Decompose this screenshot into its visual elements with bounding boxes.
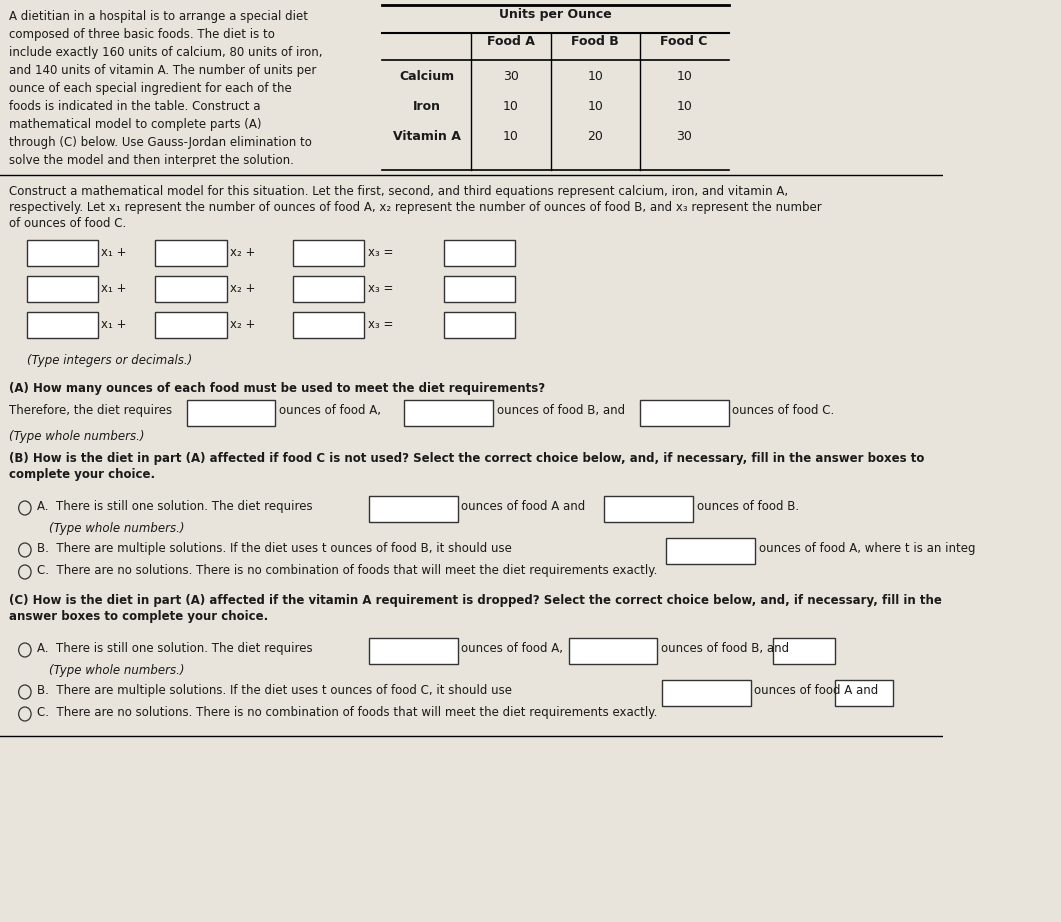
Text: ounces of food B, and: ounces of food B, and: [497, 404, 625, 417]
Text: Iron: Iron: [413, 100, 440, 113]
Text: x₃ =: x₃ =: [368, 282, 394, 295]
Bar: [445, 240, 516, 266]
Text: ounces of food B.: ounces of food B.: [697, 500, 799, 513]
Text: x₃ =: x₃ =: [368, 318, 394, 331]
Text: Therefore, the diet requires: Therefore, the diet requires: [8, 404, 172, 417]
Text: (A) How many ounces of each food must be used to meet the diet requirements?: (A) How many ounces of each food must be…: [8, 382, 545, 395]
Bar: [156, 312, 227, 338]
Bar: [156, 240, 227, 266]
Text: Food C: Food C: [660, 35, 708, 48]
Text: 10: 10: [588, 70, 604, 83]
Text: and 140 units of vitamin A. The number of units per: and 140 units of vitamin A. The number o…: [8, 64, 316, 77]
Text: x₂ +: x₂ +: [230, 246, 256, 259]
Bar: [604, 496, 693, 522]
Text: A.  There is still one solution. The diet requires: A. There is still one solution. The diet…: [37, 642, 313, 655]
Bar: [293, 276, 364, 302]
Text: C.  There are no solutions. There is no combination of foods that will meet the : C. There are no solutions. There is no c…: [37, 564, 658, 577]
Text: ounce of each special ingredient for each of the: ounce of each special ingredient for eac…: [8, 82, 292, 95]
Text: Vitamin A: Vitamin A: [393, 130, 460, 143]
Text: x₂ +: x₂ +: [230, 282, 256, 295]
Bar: [156, 276, 227, 302]
Text: (Type whole numbers.): (Type whole numbers.): [49, 664, 185, 677]
Bar: [369, 638, 457, 664]
Text: (B) How is the diet in part (A) affected if food C is not used? Select the corre: (B) How is the diet in part (A) affected…: [8, 452, 924, 465]
Text: 10: 10: [503, 130, 519, 143]
Text: 20: 20: [588, 130, 604, 143]
Bar: [293, 240, 364, 266]
Bar: [773, 638, 835, 664]
Text: Food A: Food A: [487, 35, 535, 48]
Text: answer boxes to complete your choice.: answer boxes to complete your choice.: [8, 610, 268, 623]
Text: 10: 10: [588, 100, 604, 113]
Text: x₃ =: x₃ =: [368, 246, 394, 259]
Bar: [27, 276, 98, 302]
Text: A.  There is still one solution. The diet requires: A. There is still one solution. The diet…: [37, 500, 313, 513]
Text: Units per Ounce: Units per Ounce: [499, 8, 611, 21]
Text: Food B: Food B: [572, 35, 620, 48]
Text: x₁ +: x₁ +: [101, 282, 126, 295]
Text: (Type whole numbers.): (Type whole numbers.): [49, 522, 185, 535]
Bar: [662, 680, 751, 706]
Text: foods is indicated in the table. Construct a: foods is indicated in the table. Constru…: [8, 100, 260, 113]
Text: 10: 10: [503, 100, 519, 113]
Text: of ounces of food C.: of ounces of food C.: [8, 217, 126, 230]
Text: ounces of food A,: ounces of food A,: [462, 642, 563, 655]
Bar: [187, 400, 276, 426]
Text: complete your choice.: complete your choice.: [8, 468, 155, 481]
Text: A dietitian in a hospital is to arrange a special diet: A dietitian in a hospital is to arrange …: [8, 10, 308, 23]
Text: ounces of food A,: ounces of food A,: [279, 404, 381, 417]
Text: ounces of food C.: ounces of food C.: [732, 404, 834, 417]
Bar: [27, 240, 98, 266]
Text: x₂ +: x₂ +: [230, 318, 256, 331]
Text: (C) How is the diet in part (A) affected if the vitamin A requirement is dropped: (C) How is the diet in part (A) affected…: [8, 594, 942, 607]
Text: respectively. Let x₁ represent the number of ounces of food A, x₂ represent the : respectively. Let x₁ represent the numbe…: [8, 201, 821, 214]
Bar: [445, 276, 516, 302]
Text: 30: 30: [676, 130, 692, 143]
Text: B.  There are multiple solutions. If the diet uses t ounces of food C, it should: B. There are multiple solutions. If the …: [37, 684, 512, 697]
Text: ounces of food A, where t is an integ: ounces of food A, where t is an integ: [759, 542, 975, 555]
Text: 10: 10: [676, 70, 692, 83]
Text: through (C) below. Use Gauss-Jordan elimination to: through (C) below. Use Gauss-Jordan elim…: [8, 136, 312, 149]
Text: 30: 30: [503, 70, 519, 83]
Text: (Type whole numbers.): (Type whole numbers.): [8, 430, 144, 443]
Text: Construct a mathematical model for this situation. Let the first, second, and th: Construct a mathematical model for this …: [8, 185, 788, 198]
Bar: [293, 312, 364, 338]
Bar: [404, 400, 493, 426]
Text: (Type integers or decimals.): (Type integers or decimals.): [27, 354, 192, 367]
Text: include exactly 160 units of calcium, 80 units of iron,: include exactly 160 units of calcium, 80…: [8, 46, 323, 59]
Text: x₁ +: x₁ +: [101, 318, 126, 331]
Text: mathematical model to complete parts (A): mathematical model to complete parts (A): [8, 118, 261, 131]
Text: solve the model and then interpret the solution.: solve the model and then interpret the s…: [8, 154, 294, 167]
Bar: [666, 538, 755, 564]
Text: C.  There are no solutions. There is no combination of foods that will meet the : C. There are no solutions. There is no c…: [37, 706, 658, 719]
Text: B.  There are multiple solutions. If the diet uses t ounces of food B, it should: B. There are multiple solutions. If the …: [37, 542, 512, 555]
Text: x₁ +: x₁ +: [101, 246, 126, 259]
Text: Calcium: Calcium: [399, 70, 454, 83]
Text: 10: 10: [676, 100, 692, 113]
Text: composed of three basic foods. The diet is to: composed of three basic foods. The diet …: [8, 28, 275, 41]
Text: ounces of food A and: ounces of food A and: [462, 500, 586, 513]
Bar: [27, 312, 98, 338]
Bar: [569, 638, 658, 664]
Bar: [835, 680, 893, 706]
Bar: [640, 400, 729, 426]
Text: ounces of food A and: ounces of food A and: [754, 684, 879, 697]
Text: ounces of food B, and: ounces of food B, and: [661, 642, 789, 655]
Bar: [445, 312, 516, 338]
Bar: [369, 496, 457, 522]
